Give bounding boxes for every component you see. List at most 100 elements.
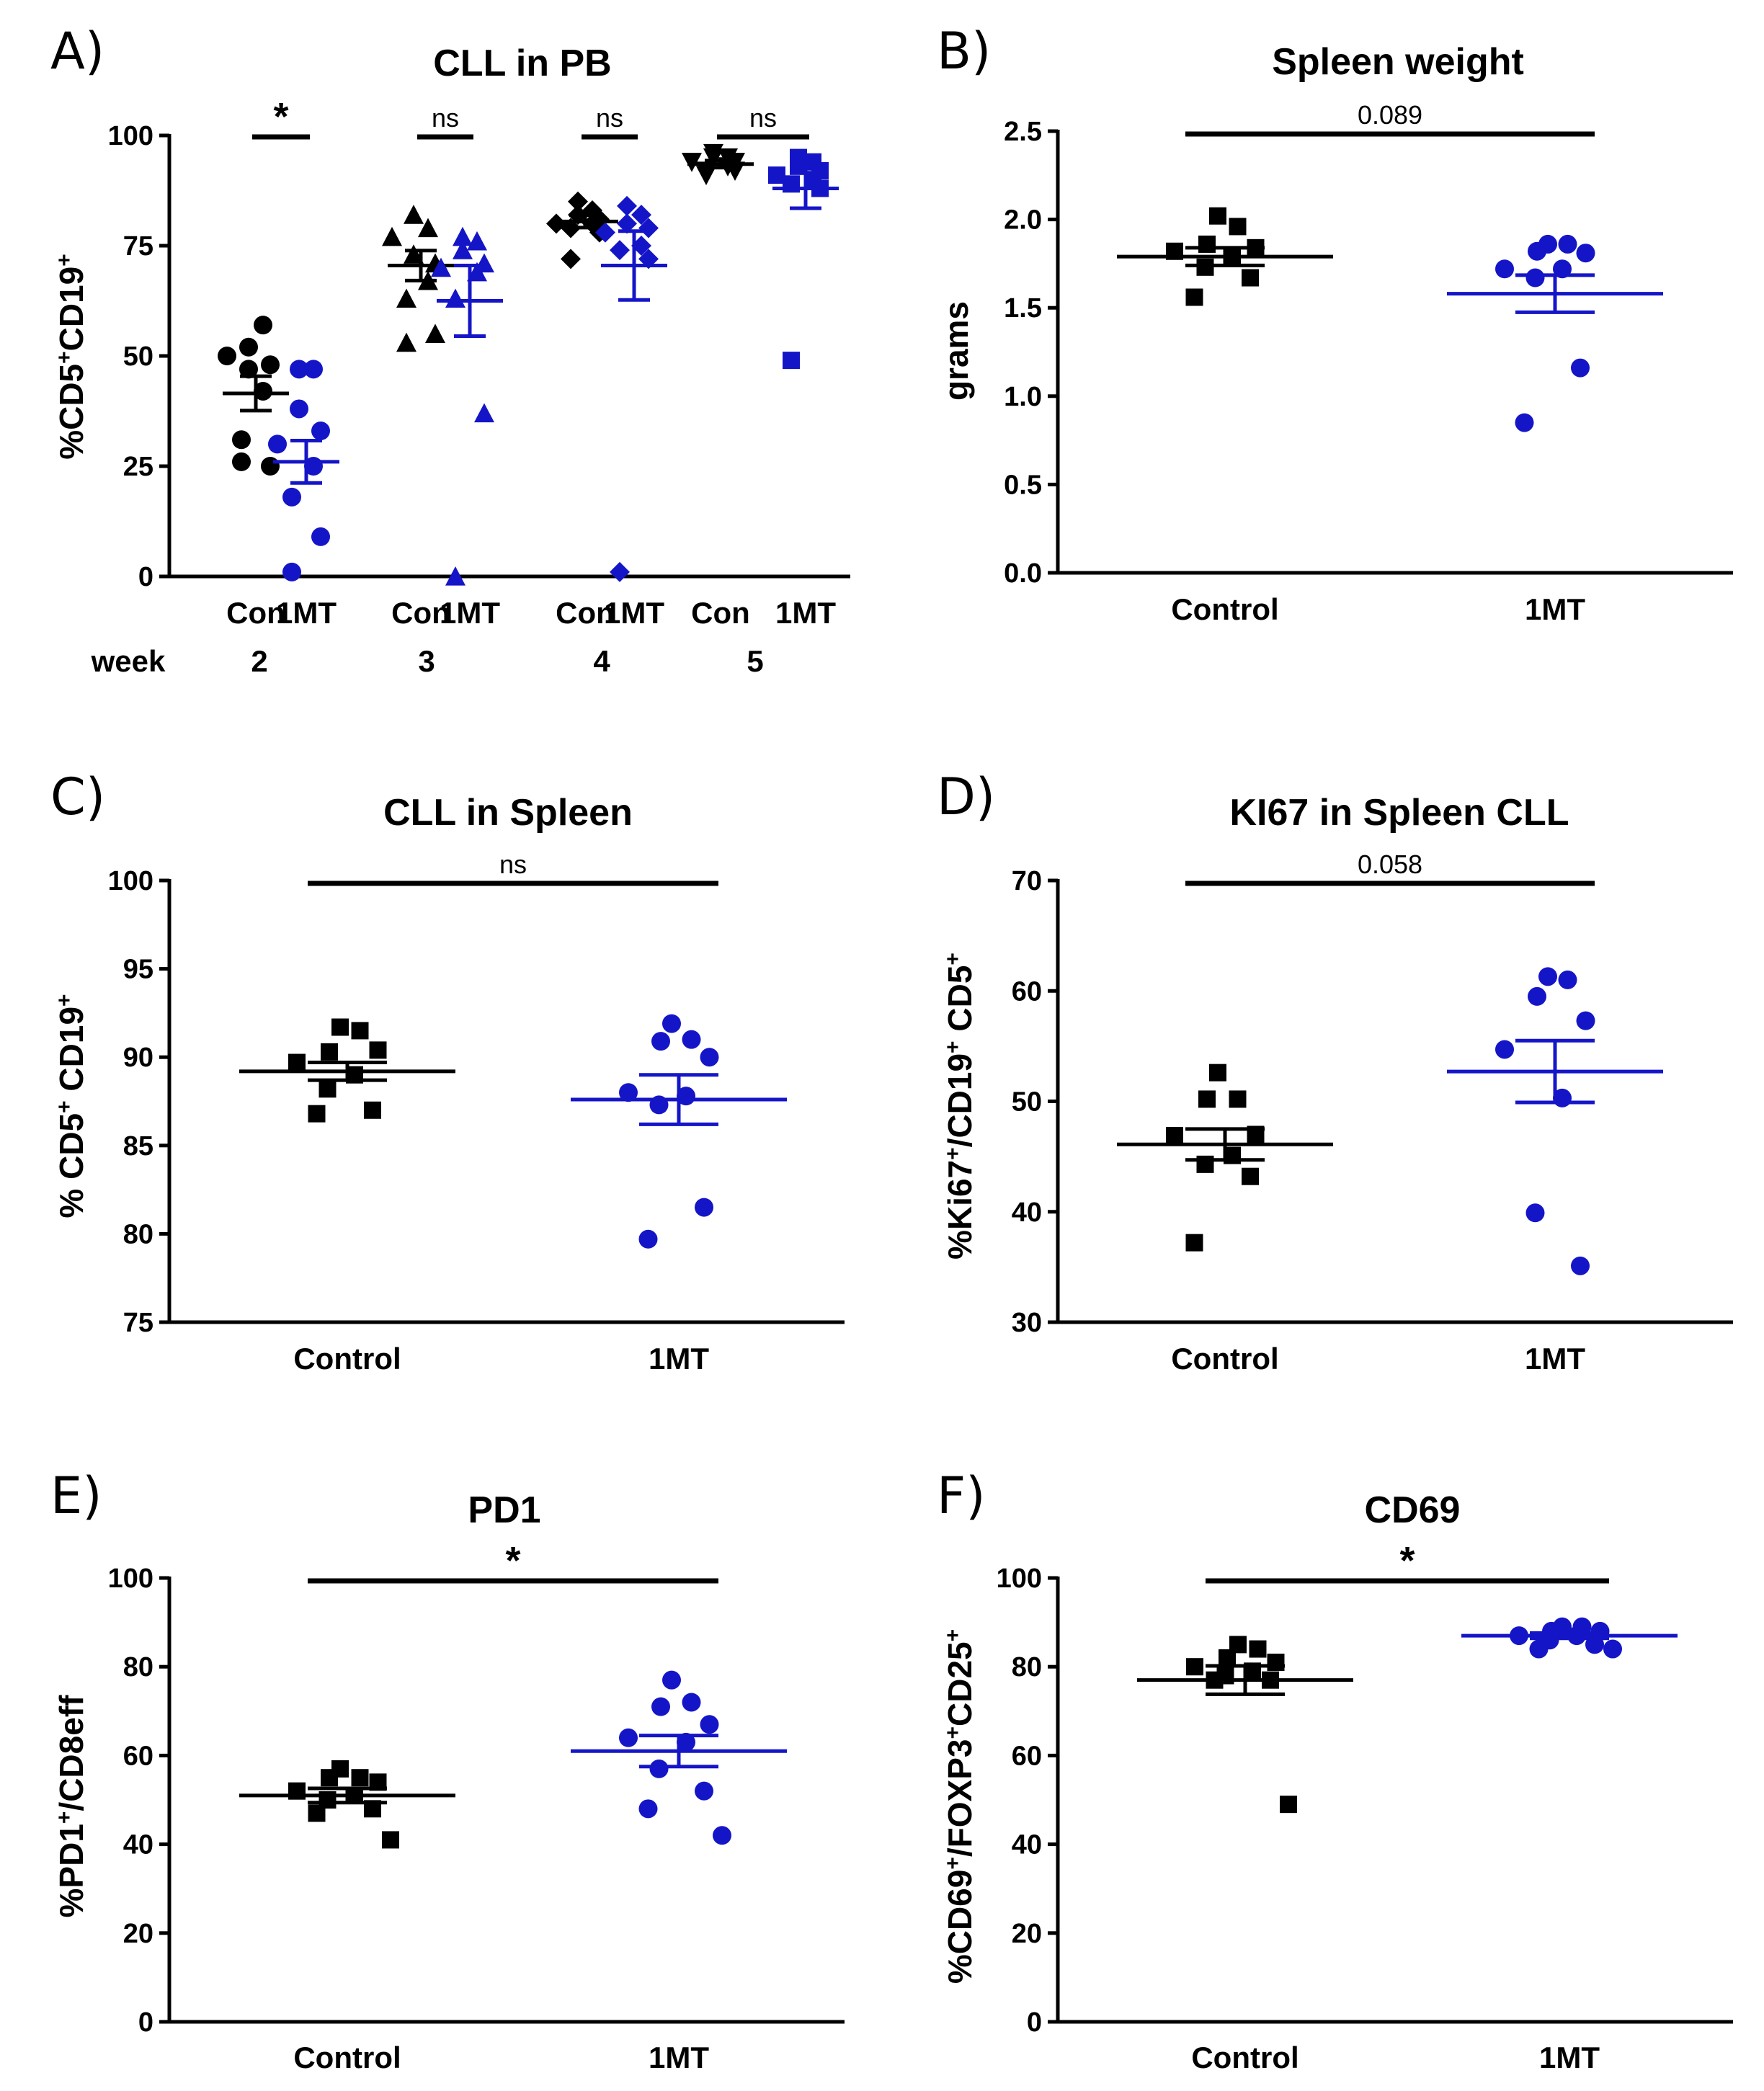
- y-label-text: /CD8eff: [53, 1695, 90, 1811]
- data-point: [445, 566, 466, 586]
- x-category-label: 1MT: [649, 2041, 709, 2074]
- data-point: [651, 1697, 670, 1716]
- data-point: [1209, 207, 1226, 225]
- data-point: [651, 1032, 670, 1051]
- data-point: [308, 1105, 326, 1123]
- y-label-text: /FOXP3: [941, 1739, 979, 1858]
- significance-label: ns: [749, 103, 777, 133]
- data-point: [382, 226, 402, 246]
- y-tick-label: 95: [123, 955, 153, 985]
- y-tick-label: 0.0: [1004, 558, 1042, 589]
- data-point: [290, 399, 308, 419]
- data-point: [617, 195, 637, 216]
- y-tick-label: 40: [123, 1830, 153, 1860]
- data-point: [318, 1080, 337, 1098]
- data-point: [261, 457, 280, 476]
- data-point: [351, 1022, 369, 1040]
- data-point: [453, 226, 473, 246]
- data-point: [696, 166, 716, 186]
- data-point: [261, 355, 280, 375]
- data-point: [1525, 1203, 1545, 1223]
- data-point: [308, 1804, 326, 1822]
- panel-label: D): [937, 767, 995, 826]
- y-axis-label: %CD69+/FOXP3+CD25+: [941, 1629, 979, 1984]
- data-point: [713, 1826, 731, 1845]
- y-label-superscript: +: [941, 1726, 965, 1739]
- x-category-label: 1MT: [1525, 1342, 1585, 1376]
- data-point: [288, 1053, 306, 1071]
- data-point: [351, 1769, 369, 1787]
- data-point: [1571, 358, 1590, 378]
- data-point: [467, 262, 487, 282]
- data-point: [1267, 1654, 1285, 1672]
- chart-panel-b: B) Spleen weight 0.0 0.5 1.0 1.5 2.0 2.5 grams Co…: [937, 22, 1733, 626]
- x-category-label: 1MT: [775, 596, 836, 630]
- data-point: [321, 1769, 338, 1787]
- y-tick-label: 1.5: [1004, 293, 1042, 324]
- y-label-text: CD19: [53, 267, 90, 352]
- data-point: [695, 1781, 713, 1801]
- y-label-superscript: +: [941, 1040, 965, 1053]
- data-point: [682, 1693, 701, 1712]
- x-category-label: 1MT: [1525, 592, 1585, 626]
- data-point: [474, 403, 494, 423]
- y-tick-label: 75: [123, 1308, 153, 1338]
- significance-label: ns: [596, 103, 623, 133]
- data-point: [321, 1043, 338, 1061]
- y-tick-label: 2.5: [1004, 117, 1042, 147]
- data-point: [311, 422, 330, 441]
- significance-label: 0.058: [1358, 850, 1422, 879]
- y-label-superscript: +: [53, 351, 76, 364]
- data-point: [1185, 288, 1203, 306]
- data-point: [619, 1083, 638, 1102]
- y-tick-label: 60: [1012, 1741, 1042, 1771]
- data-point: [1528, 986, 1546, 1006]
- x-category-label: 1MT: [649, 1342, 709, 1376]
- data-point: [610, 561, 630, 582]
- panel-label: C): [50, 767, 105, 826]
- data-point: [404, 205, 424, 224]
- data-point: [631, 205, 651, 226]
- data-point: [682, 1030, 701, 1049]
- data-point: [396, 288, 416, 308]
- panel-label: F): [937, 1466, 986, 1525]
- data-point: [1538, 967, 1557, 986]
- significance-label: ns: [499, 850, 527, 879]
- x-category-label: Con: [226, 596, 285, 630]
- y-tick-label: 80: [123, 1219, 153, 1249]
- y-tick-label: 0: [138, 562, 153, 592]
- data-point: [700, 1715, 719, 1734]
- y-label-text: %CD5: [53, 364, 90, 460]
- data-point: [232, 430, 251, 450]
- data-point: [1242, 1167, 1259, 1185]
- y-tick-label: 85: [123, 1131, 153, 1162]
- chart-panel-d: D) KI67 in Spleen CLL3040506070%Ki67+/CD1…: [937, 767, 1733, 1376]
- data-point: [382, 1831, 399, 1849]
- data-point: [631, 236, 651, 256]
- data-point: [239, 337, 258, 357]
- y-label-text: %CD69: [941, 1870, 979, 1984]
- y-tick-label: 2.0: [1004, 205, 1042, 236]
- x-week-label: 4: [593, 644, 610, 678]
- y-tick-label: 70: [1012, 866, 1042, 896]
- y-tick-label: 0: [1027, 2007, 1042, 2038]
- data-point: [1528, 241, 1546, 261]
- y-label-text: /CD19: [941, 1053, 979, 1147]
- data-point: [1185, 1234, 1203, 1252]
- x-category-label: Control: [1171, 1342, 1278, 1376]
- y-label-text: CD25: [941, 1641, 979, 1726]
- data-point: [595, 222, 615, 243]
- x-category-label: 1MT: [276, 596, 337, 630]
- y-label-superscript: +: [53, 1100, 76, 1113]
- data-point: [232, 452, 251, 471]
- data-point: [453, 240, 473, 259]
- y-tick-label: 40: [1012, 1198, 1042, 1228]
- data-point: [418, 218, 438, 238]
- significance-label: *: [273, 95, 288, 138]
- data-point: [610, 240, 630, 261]
- data-point: [1198, 1090, 1216, 1108]
- y-label-superscript: +: [53, 994, 76, 1007]
- data-point: [677, 1732, 695, 1752]
- y-tick-label: 80: [1012, 1652, 1042, 1682]
